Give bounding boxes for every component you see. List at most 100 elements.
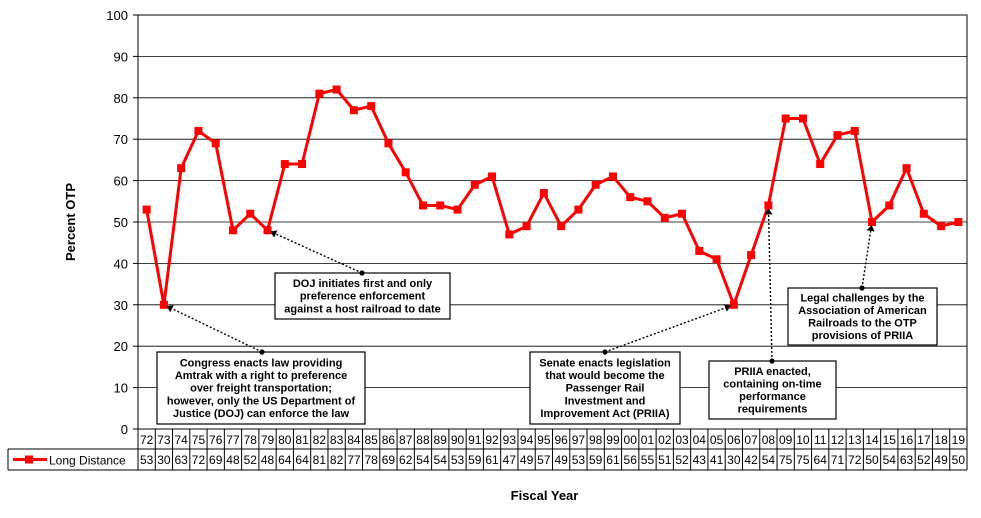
annotation-text: Improvement Act (PRIIA) (540, 408, 670, 420)
data-label: 69 (209, 453, 223, 467)
data-label: 49 (554, 453, 568, 467)
y-tick-label: 70 (114, 132, 128, 147)
data-point (418, 201, 427, 210)
data-label: 50 (952, 453, 966, 467)
data-label: 72 (848, 453, 862, 467)
data-label: 52 (675, 453, 689, 467)
data-point (211, 139, 220, 148)
data-point (298, 160, 307, 169)
data-point (384, 139, 393, 148)
annotation-text: that would become the (545, 370, 664, 382)
data-point (436, 201, 445, 210)
data-point (470, 180, 479, 189)
annotation: PRIIA enacted,containing on-timeperforma… (708, 208, 837, 420)
data-label: 63 (174, 453, 188, 467)
y-tick-label: 0 (121, 422, 128, 437)
data-label: 55 (641, 453, 655, 467)
data-label: 71 (831, 453, 845, 467)
x-tick-label: 83 (330, 433, 344, 447)
x-tick-label: 88 (416, 433, 430, 447)
data-point (678, 209, 687, 218)
x-tick-label: 90 (451, 433, 465, 447)
data-point (159, 300, 168, 309)
data-point (764, 201, 773, 210)
x-tick-label: 76 (209, 433, 223, 447)
y-tick-label: 60 (114, 174, 128, 189)
data-point (522, 222, 531, 231)
x-tick-label: 82 (313, 433, 327, 447)
data-label: 56 (624, 453, 638, 467)
annotation-arrowhead (724, 304, 732, 312)
x-tick-label: 02 (658, 433, 672, 447)
data-point (574, 205, 583, 214)
data-point (937, 222, 946, 231)
x-tick-label: 86 (382, 433, 396, 447)
x-tick-label: 19 (952, 433, 966, 447)
data-label: 49 (520, 453, 534, 467)
data-point (781, 114, 790, 123)
x-tick-label: 72 (140, 433, 154, 447)
data-label: 59 (468, 453, 482, 467)
data-label: 54 (762, 453, 776, 467)
data-point (401, 168, 410, 177)
data-point (367, 102, 376, 111)
data-label: 54 (434, 453, 448, 467)
x-tick-label: 84 (347, 433, 361, 447)
y-tick-label: 100 (106, 8, 128, 23)
annotation-text: Congress enacts law providing (180, 358, 343, 370)
data-table: 7253733074637572766977487852794880648164… (7, 428, 968, 471)
annotation-text: PRIIA enacted, (734, 366, 811, 378)
data-label: 64 (278, 453, 292, 467)
annotation-arrowhead (866, 224, 875, 232)
data-label: 53 (451, 453, 465, 467)
annotation-pin (602, 349, 608, 355)
annotation-text: Senate enacts legislation (539, 358, 671, 370)
data-label: 64 (295, 453, 309, 467)
annotation-text: provisions of PRIIA (812, 330, 914, 342)
x-tick-label: 16 (900, 433, 914, 447)
x-tick-label: 10 (796, 433, 810, 447)
x-tick-label: 12 (831, 433, 845, 447)
data-label: 69 (382, 453, 396, 467)
annotation-pin (259, 349, 265, 355)
data-point (349, 106, 358, 115)
x-tick-label: 17 (917, 433, 931, 447)
y-axis: 0 10 20 30 40 50 60 70 80 90 100 (106, 8, 138, 437)
x-tick-label: 92 (485, 433, 499, 447)
x-tick-label: 73 (157, 433, 171, 447)
data-label: 52 (917, 453, 931, 467)
data-label: 64 (814, 453, 828, 467)
annotation-text: preference enforcement (300, 291, 426, 303)
data-point (488, 172, 497, 181)
annotation-pin (859, 285, 865, 291)
data-point (332, 85, 341, 94)
data-point (816, 160, 825, 169)
data-point (833, 131, 842, 140)
data-point (505, 230, 514, 239)
x-tick-label: 80 (278, 433, 292, 447)
data-point (539, 189, 548, 198)
x-tick-label: 15 (883, 433, 897, 447)
data-label: 47 (503, 453, 517, 467)
data-label: 81 (313, 453, 327, 467)
data-point (919, 209, 928, 218)
data-point (591, 180, 600, 189)
data-point (228, 226, 237, 235)
legend-marker (25, 455, 33, 464)
data-label: 54 (416, 453, 430, 467)
x-tick-label: 91 (468, 433, 482, 447)
y-tick-label: 40 (114, 256, 128, 271)
data-point (850, 126, 859, 135)
data-label: 75 (796, 453, 810, 467)
x-tick-label: 94 (520, 433, 534, 447)
annotation-text: Passenger Rail (566, 383, 645, 395)
x-tick-label: 03 (675, 433, 689, 447)
data-label: 30 (727, 453, 741, 467)
data-point (885, 201, 894, 210)
data-point (712, 255, 721, 264)
x-tick-label: 75 (192, 433, 206, 447)
data-label: 30 (157, 453, 171, 467)
data-point (729, 300, 738, 309)
